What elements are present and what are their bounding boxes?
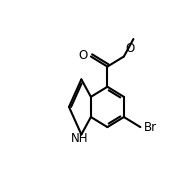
Text: Br: Br (144, 121, 157, 134)
Text: O: O (125, 42, 134, 55)
Text: O: O (78, 49, 87, 62)
Text: NH: NH (71, 132, 88, 145)
